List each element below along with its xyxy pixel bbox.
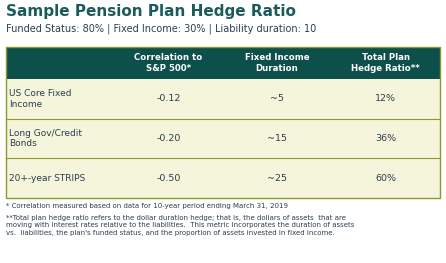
Text: ~25: ~25 bbox=[267, 174, 287, 183]
Text: US Core Fixed
Income: US Core Fixed Income bbox=[9, 89, 71, 109]
Text: Total Plan
Hedge Ratio**: Total Plan Hedge Ratio** bbox=[351, 53, 420, 73]
Text: * Correlation measured based on data for 10-year period ending March 31, 2019: * Correlation measured based on data for… bbox=[6, 203, 288, 209]
Text: **Total plan hedge ratio refers to the dollar duration hedge; that is, the dolla: **Total plan hedge ratio refers to the d… bbox=[6, 215, 355, 236]
Text: -0.12: -0.12 bbox=[156, 94, 181, 103]
Bar bbox=[6, 47, 440, 79]
Text: Fixed Income
Duration: Fixed Income Duration bbox=[245, 53, 310, 73]
Text: 20+-year STRIPS: 20+-year STRIPS bbox=[9, 174, 85, 183]
Text: ~5: ~5 bbox=[270, 94, 284, 103]
Text: Correlation to
S&P 500*: Correlation to S&P 500* bbox=[134, 53, 202, 73]
Text: Sample Pension Plan Hedge Ratio: Sample Pension Plan Hedge Ratio bbox=[6, 4, 296, 19]
Text: Funded Status: 80% | Fixed Income: 30% | Liability duration: 10: Funded Status: 80% | Fixed Income: 30% |… bbox=[6, 24, 316, 34]
Text: -0.20: -0.20 bbox=[156, 134, 181, 143]
Text: 36%: 36% bbox=[375, 134, 396, 143]
Bar bbox=[6, 47, 440, 198]
Text: Long Gov/Credit
Bonds: Long Gov/Credit Bonds bbox=[9, 129, 82, 148]
Bar bbox=[6, 47, 440, 198]
Text: 60%: 60% bbox=[375, 174, 396, 183]
Text: 12%: 12% bbox=[375, 94, 396, 103]
Text: -0.50: -0.50 bbox=[156, 174, 181, 183]
Text: ~15: ~15 bbox=[267, 134, 287, 143]
